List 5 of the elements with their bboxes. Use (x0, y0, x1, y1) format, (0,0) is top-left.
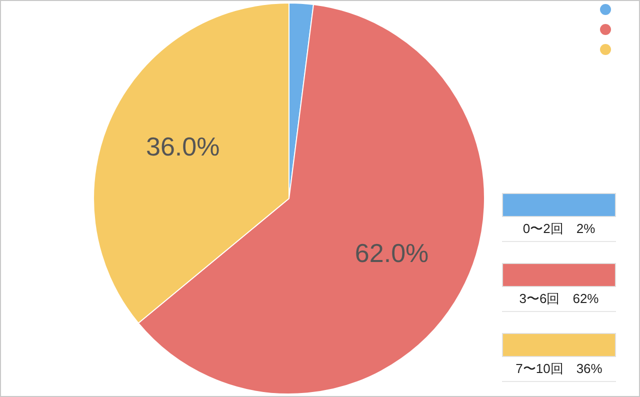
category-label: 3〜6回 62% (519, 291, 599, 306)
data-label: 62.0% (354, 238, 429, 268)
category-label: 7〜10回 36% (516, 361, 602, 376)
data-label: 36.0% (146, 132, 220, 162)
category-label: 0〜2回 2% (522, 221, 596, 236)
